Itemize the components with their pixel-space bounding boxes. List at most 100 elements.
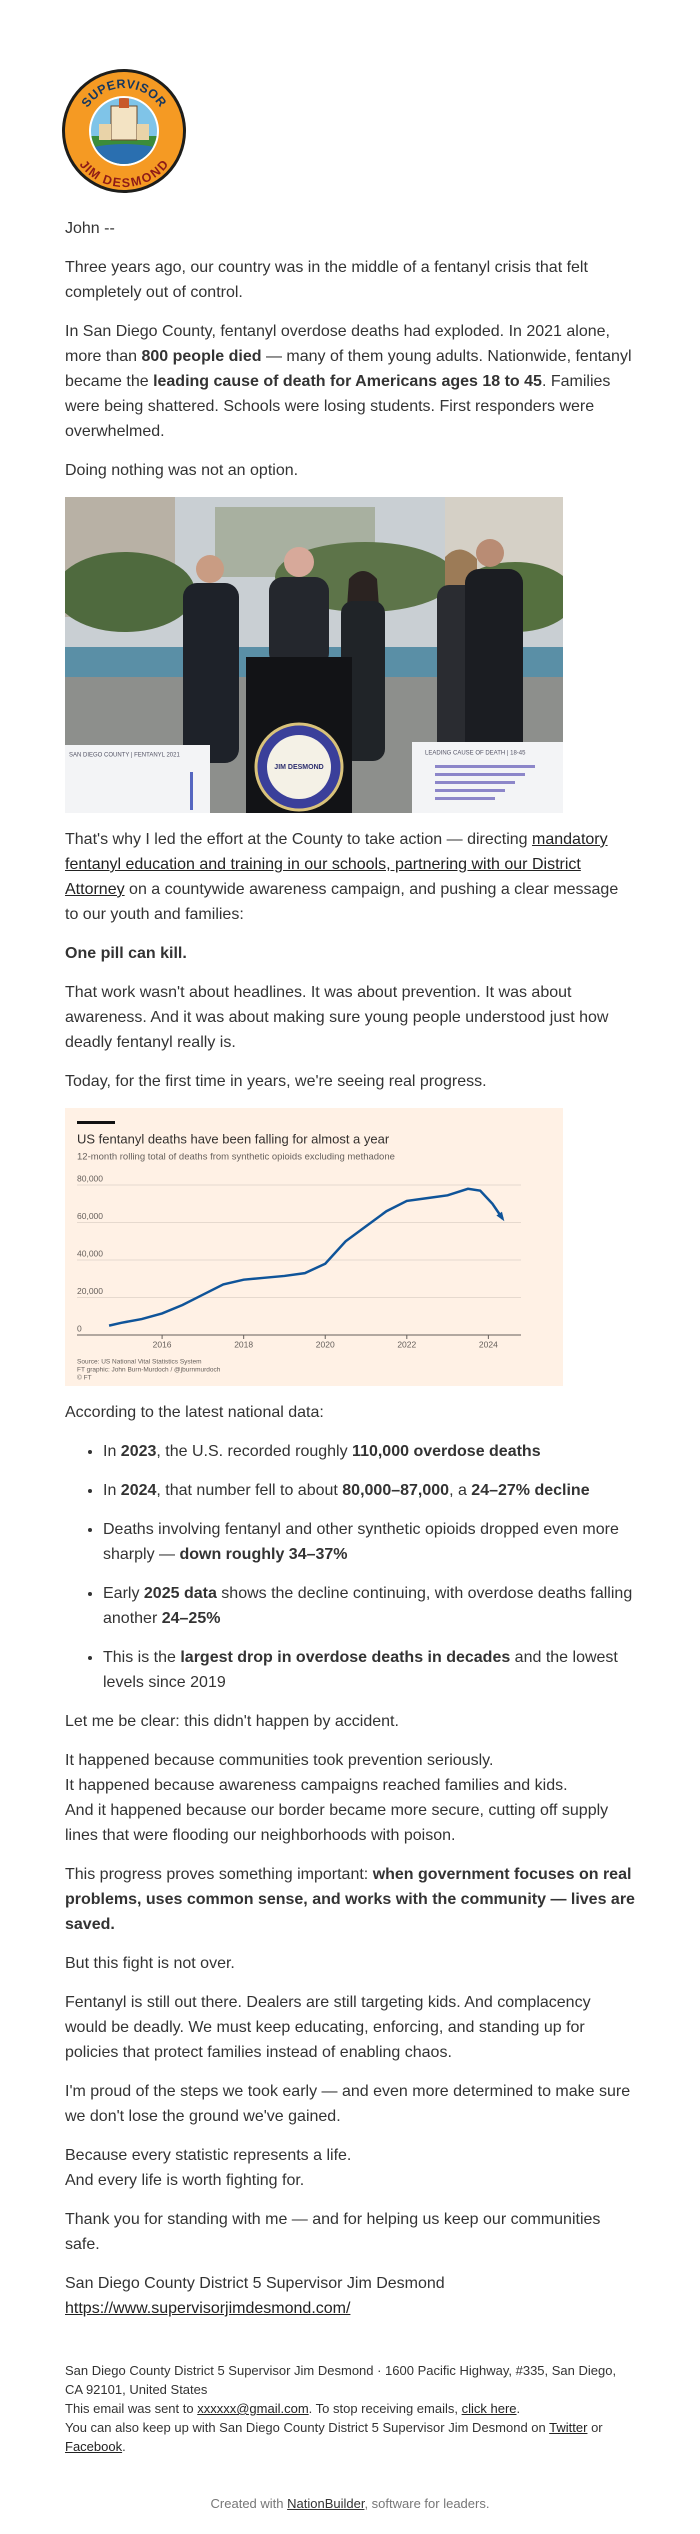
y-tick-label: 80,000 <box>77 1173 103 1183</box>
text: In San Diego County, fentanyl overdose d… <box>65 323 610 365</box>
bullet-item: In 2024, that number fell to about 80,00… <box>103 1478 635 1503</box>
text: . <box>516 2401 521 2416</box>
text: It happened because awareness campaigns … <box>65 1777 568 1794</box>
paragraph: Fentanyl is still out there. Dealers are… <box>65 1994 591 2061</box>
person <box>465 539 523 759</box>
footer: San Diego County District 5 Supervisor J… <box>65 2361 635 2456</box>
chart-source: FT graphic: John Burn-Murdoch / @jburnmu… <box>77 1367 221 1374</box>
text: , the U.S. recorded roughly <box>156 1443 353 1460</box>
text: , a <box>449 1482 472 1499</box>
bold-text: 110,000 overdose deaths <box>352 1443 541 1460</box>
podium-text: JIM DESMOND <box>274 764 323 771</box>
text: It happened because communities took pre… <box>65 1752 494 1769</box>
bold-text: 24–25% <box>161 1610 221 1627</box>
sign-text: LEADING CAUSE OF DEATH | 18-45 <box>425 751 526 757</box>
logo: SUPERVISOR JIM DESMOND <box>62 69 186 193</box>
chart-title: US fentanyl deaths have been falling for… <box>77 1131 390 1146</box>
x-tick-label: 2016 <box>153 1339 172 1349</box>
text: Early <box>103 1585 144 1602</box>
podium-seal-center <box>267 735 331 799</box>
paragraph: Thank you for standing with me — and for… <box>65 2211 601 2253</box>
signature-name: San Diego County District 5 Supervisor J… <box>65 2275 445 2292</box>
sign-graphic <box>435 765 535 800</box>
paragraph: Doing nothing was not an option. <box>65 462 299 479</box>
y-tick-label: 60,000 <box>77 1211 103 1221</box>
text: Created with <box>210 2496 288 2511</box>
y-tick-label: 0 <box>77 1323 82 1333</box>
email-link[interactable]: xxxxxx@gmail.com <box>197 2401 309 2416</box>
paragraph: Three years ago, our country was in the … <box>65 259 588 301</box>
x-tick-label: 2018 <box>234 1339 253 1349</box>
bold-text: 24–27% decline <box>471 1482 590 1499</box>
logo-building <box>110 105 138 141</box>
text: , that number fell to about <box>156 1482 343 1499</box>
bullet-item: This is the largest drop in overdose dea… <box>103 1645 635 1695</box>
arrow-head <box>496 1211 505 1222</box>
data-line <box>108 1187 504 1327</box>
facebook-link[interactable]: Facebook <box>65 2439 123 2454</box>
sign-graphic <box>190 772 193 810</box>
text: This email was sent to <box>65 2401 198 2416</box>
person <box>269 547 329 667</box>
bold-text: 800 people died <box>141 348 262 365</box>
nationbuilder-link[interactable]: NationBuilder <box>287 2496 365 2511</box>
photo-tree <box>65 552 195 632</box>
bold-text: One pill can kill. <box>65 945 187 962</box>
bold-text: 2024 <box>120 1482 157 1499</box>
text: on a countywide awareness campaign, and … <box>65 881 619 923</box>
text: — many of them young adults. Nationwide,… <box>65 348 632 390</box>
bold-text: leading cause of death for Americans age… <box>153 373 542 390</box>
press-photo: JIM DESMOND SAN DIEGO COUNTY | FENTANYL … <box>65 497 563 813</box>
text: In <box>103 1482 121 1499</box>
bold-text: down roughly 34–37% <box>179 1546 348 1563</box>
chart: US fentanyl deaths have been falling for… <box>65 1108 563 1386</box>
website-link[interactable]: https://www.supervisorjimdesmond.com/ <box>65 2300 351 2317</box>
paragraph: But this fight is not over. <box>65 1955 235 1972</box>
person <box>183 555 239 763</box>
paragraph: In San Diego County, fentanyl overdose d… <box>65 319 635 444</box>
logo-wing <box>137 124 149 140</box>
footer-sent: This email was sent to xxxxxx@gmail.com.… <box>65 2399 635 2418</box>
footer-follow: You can also keep up with San Diego Coun… <box>65 2418 635 2456</box>
x-tick-label: 2020 <box>316 1339 335 1349</box>
link[interactable]: mandatory fentanyl education and trainin… <box>65 831 608 898</box>
bullet-item: Deaths involving fentanyl and other synt… <box>103 1517 635 1567</box>
text: . To stop receiving emails, <box>308 2401 462 2416</box>
chart-subtitle: 12-month rolling total of deaths from sy… <box>77 1152 395 1163</box>
sign <box>65 745 210 813</box>
email-body: SUPERVISOR JIM DESMOND John -- Three yea… <box>62 66 635 2516</box>
text: Because every statistic represents a lif… <box>65 2147 352 2164</box>
text: And it happened because our border becam… <box>65 1802 609 1844</box>
text: or <box>587 2420 603 2435</box>
text: In <box>103 1443 121 1460</box>
text: You can also keep up with San Diego Coun… <box>65 2420 550 2435</box>
unsubscribe-link[interactable]: click here <box>461 2401 517 2416</box>
x-tick-label: 2024 <box>479 1339 498 1349</box>
paragraph: Today, for the first time in years, we'r… <box>65 1073 487 1090</box>
twitter-link[interactable]: Twitter <box>549 2420 588 2435</box>
x-tick-label: 2022 <box>397 1339 416 1349</box>
text: and the lowest levels since 2019 <box>103 1649 618 1691</box>
sign-text: SAN DIEGO COUNTY | FENTANYL 2021 <box>69 753 180 759</box>
greeting: John -- <box>65 220 115 237</box>
bullet-list: In 2023, the U.S. recorded roughly 110,0… <box>65 1439 635 1695</box>
y-tick-label: 40,000 <box>77 1248 103 1258</box>
paragraph: Let me be clear: this didn't happen by a… <box>65 1713 399 1730</box>
chart-background <box>65 1108 563 1386</box>
paragraph: It happened because communities took pre… <box>65 1748 635 1848</box>
logo-tower <box>119 98 129 108</box>
bullet-item: In 2023, the U.S. recorded roughly 110,0… <box>103 1439 635 1464</box>
logo-wing <box>99 124 111 140</box>
chart-source: © FT <box>77 1374 92 1382</box>
slogan: One pill can kill. <box>65 941 635 966</box>
paragraph: That work wasn't about headlines. It was… <box>65 984 609 1051</box>
text: . Families were being shattered. Schools… <box>65 373 611 440</box>
text: That's why I led the effort at the Count… <box>65 831 533 848</box>
bold-text: when government focuses on real problems… <box>65 1866 635 1933</box>
text: . <box>122 2439 126 2454</box>
signature: San Diego County District 5 Supervisor J… <box>65 2271 635 2321</box>
chart-source: Source: US National Vital Statistics Sys… <box>77 1359 202 1366</box>
sign <box>412 742 563 813</box>
text: Deaths involving fentanyl and other synt… <box>103 1521 619 1563</box>
